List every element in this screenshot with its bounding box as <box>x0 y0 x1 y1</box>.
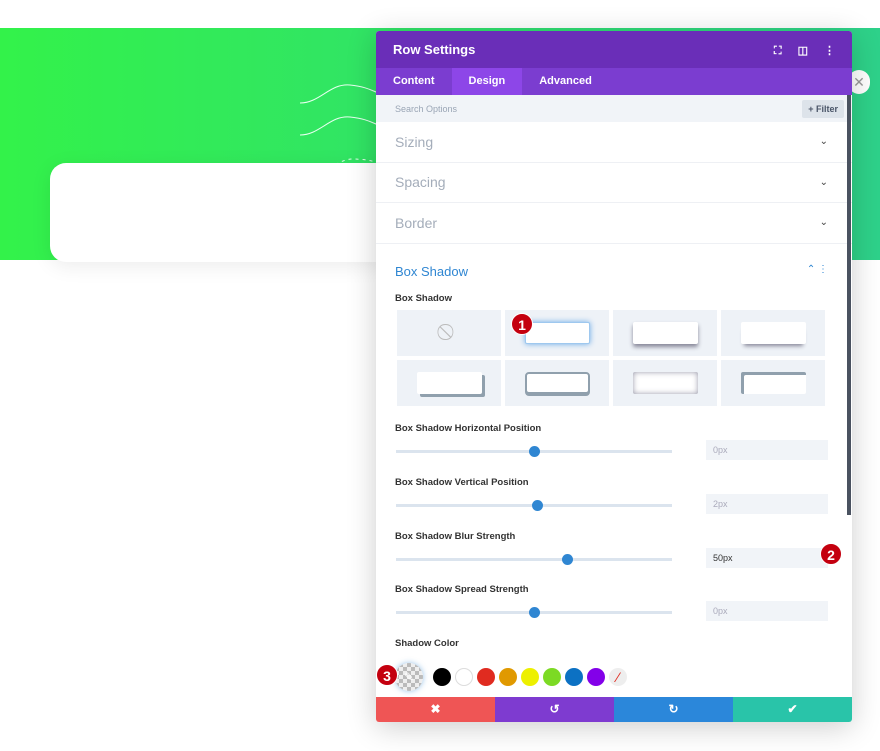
color-swatch[interactable] <box>477 668 495 686</box>
section-label: Sizing <box>395 133 434 150</box>
chevron-down-icon: ⌄ <box>819 217 828 229</box>
preset-5[interactable] <box>505 360 609 406</box>
slider-vertical: Box Shadow Vertical Position 2px <box>376 477 852 514</box>
color-swatch[interactable] <box>543 668 561 686</box>
save-button[interactable]: ✔ <box>733 697 852 722</box>
step-badge-3: 3 <box>376 664 398 686</box>
preset-none[interactable]: ⃠ <box>397 310 501 356</box>
search-bar: Search Options + Filter <box>376 95 852 122</box>
color-swatches: ✎ ⁄ <box>395 663 631 691</box>
color-swatch[interactable] <box>433 668 451 686</box>
box-shadow-label: Box Shadow <box>395 292 453 304</box>
more-options-icon[interactable]: ⋮ <box>824 44 835 57</box>
color-swatch[interactable] <box>521 668 539 686</box>
color-swatch[interactable] <box>587 668 605 686</box>
undo-button[interactable]: ↺ <box>495 697 614 722</box>
preset-3[interactable] <box>721 310 825 356</box>
section-title: Box Shadow <box>395 263 468 279</box>
tab-content[interactable]: Content <box>393 75 435 87</box>
color-swatch[interactable] <box>499 668 517 686</box>
eyedropper-icon[interactable]: ✎ <box>395 663 423 691</box>
slider-blur: Box Shadow Blur Strength 50px <box>376 531 852 568</box>
shadow-color-label: Shadow Color <box>395 638 459 649</box>
split-view-icon[interactable]: ◫ <box>797 44 808 57</box>
slider-label: Box Shadow Spread Strength <box>395 584 529 595</box>
chevron-down-icon: ⌄ <box>819 136 828 148</box>
box-shadow-presets: ⃠ <box>397 310 825 406</box>
step-badge-2: 2 <box>820 543 842 565</box>
slider-label: Box Shadow Vertical Position <box>395 477 529 488</box>
action-bar: ✖ ↺ ↻ ✔ <box>376 697 852 722</box>
row-settings-modal: Row Settings ⛶ ◫ ⋮ Content Design Advanced… <box>376 31 852 722</box>
slider-thumb[interactable] <box>531 500 543 511</box>
slider-label: Box Shadow Horizontal Position <box>395 423 542 434</box>
fullscreen-icon[interactable]: ⛶ <box>773 44 782 57</box>
section-label: Spacing <box>395 174 446 191</box>
chevron-up-icon: ⌃ ⋮ <box>806 263 828 275</box>
filter-button[interactable]: + Filter <box>802 99 844 118</box>
cancel-button[interactable]: ✖ <box>376 697 495 722</box>
clear-color-icon[interactable]: ⁄ <box>609 668 627 686</box>
slider-track[interactable] <box>396 446 672 457</box>
slider-spread: Box Shadow Spread Strength 0px <box>376 584 852 621</box>
preset-4[interactable] <box>397 360 501 406</box>
modal-title: Row Settings <box>393 42 476 57</box>
modal-header: Row Settings ⛶ ◫ ⋮ <box>376 31 852 68</box>
slider-thumb[interactable] <box>529 607 540 618</box>
value-input[interactable]: 50px <box>706 548 828 568</box>
slider-thumb[interactable] <box>562 554 574 565</box>
slider-track[interactable] <box>396 554 672 565</box>
value-input[interactable]: 0px <box>706 440 828 460</box>
redo-button[interactable]: ↻ <box>614 697 733 722</box>
slider-thumb[interactable] <box>529 446 540 457</box>
tab-bar: Content Design Advanced <box>376 68 852 95</box>
close-icon[interactable]: ✕ <box>848 70 870 94</box>
section-label: Border <box>395 214 438 231</box>
preset-2[interactable] <box>613 310 717 356</box>
slider-track[interactable] <box>396 500 672 511</box>
chevron-down-icon: ⌄ <box>819 176 828 188</box>
slider-track[interactable] <box>396 607 672 618</box>
section-sizing[interactable]: Sizing ⌄ <box>376 122 852 163</box>
section-box-shadow[interactable]: Box Shadow ⌃ ⋮ <box>376 244 852 279</box>
preset-7[interactable] <box>721 360 825 406</box>
value-input[interactable]: 2px <box>706 494 828 514</box>
value-input[interactable]: 0px <box>706 601 828 621</box>
slider-horizontal: Box Shadow Horizontal Position 0px <box>376 423 852 460</box>
preset-1[interactable] <box>505 310 609 356</box>
step-badge-1: 1 <box>511 313 533 335</box>
color-swatch[interactable] <box>565 668 583 686</box>
preset-6[interactable] <box>613 360 717 406</box>
search-input[interactable]: Search Options <box>395 103 458 114</box>
tab-advanced[interactable]: Advanced <box>539 75 592 87</box>
scrollbar[interactable] <box>847 95 851 515</box>
color-swatch[interactable] <box>455 668 473 686</box>
section-border[interactable]: Border ⌄ <box>376 203 852 244</box>
slider-label: Box Shadow Blur Strength <box>395 531 516 542</box>
tab-design[interactable]: Design <box>451 68 523 95</box>
section-spacing[interactable]: Spacing ⌄ <box>376 163 852 203</box>
